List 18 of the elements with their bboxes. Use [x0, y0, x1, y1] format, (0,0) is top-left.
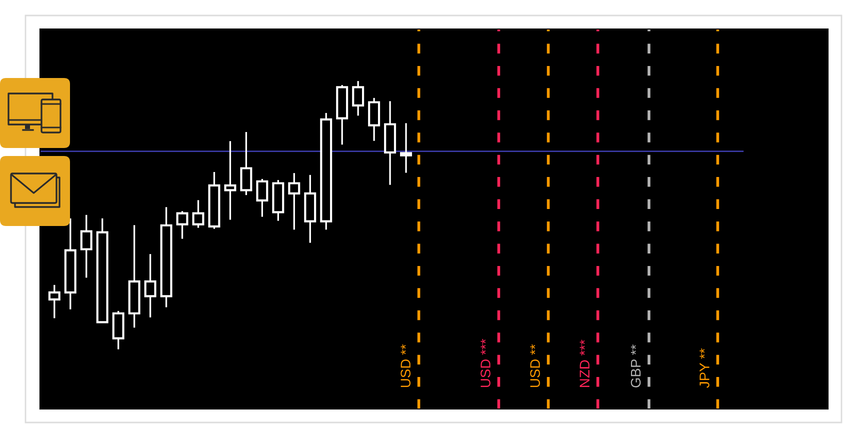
text: GBP ** [630, 344, 641, 388]
candlestick [256, 178, 268, 218]
candlestick [144, 253, 156, 318]
text: NZD *** [580, 340, 590, 387]
candlestick [48, 284, 60, 320]
candlestick [176, 210, 188, 240]
candlestick [352, 80, 364, 116]
text: USD ** [530, 344, 540, 388]
text: USD *** [480, 338, 490, 388]
text: JPY ** [700, 348, 710, 388]
annotation: USD ** [400, 344, 411, 388]
candlestick [288, 172, 300, 230]
candlestick [80, 214, 92, 279]
candlestick [224, 140, 236, 221]
candlestick [240, 131, 252, 196]
candlestick [400, 122, 412, 174]
candlestick [192, 199, 204, 229]
candlestick [368, 97, 380, 142]
